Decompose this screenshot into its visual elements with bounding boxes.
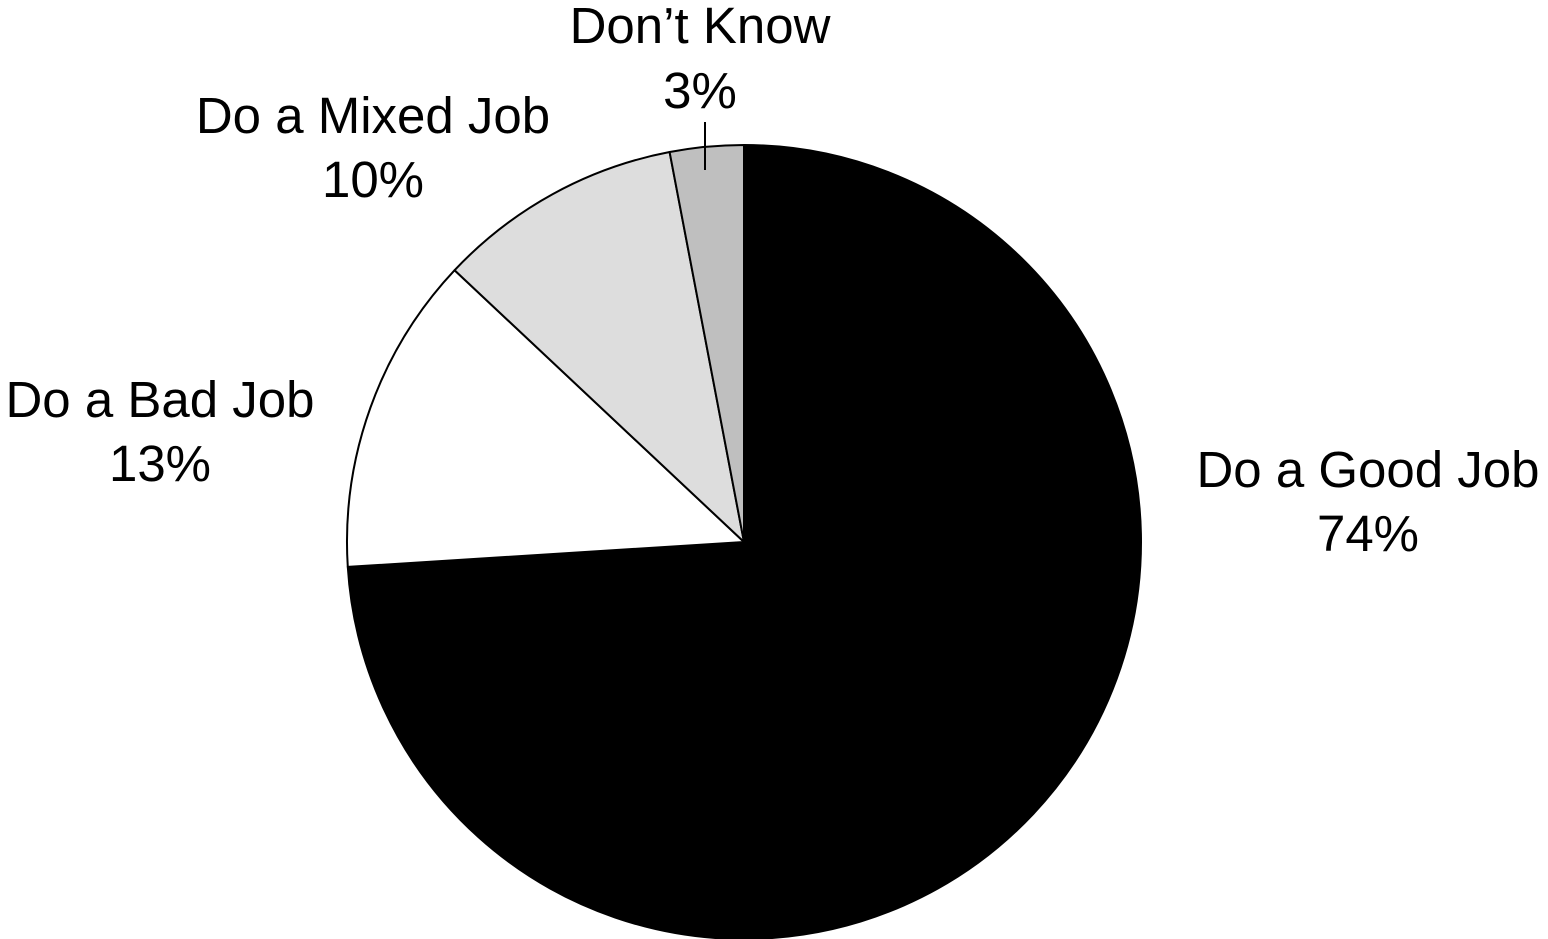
pie-slices — [346, 144, 1142, 939]
slice-value-mixed-job: 10% — [322, 151, 424, 208]
slice-label-mixed-job: Do a Mixed Job — [196, 87, 550, 144]
label-good-job: Do a Good Job 74% — [1196, 441, 1539, 562]
slice-label-dont-know: Don’t Know — [570, 0, 831, 54]
label-dont-know: Don’t Know 3% — [570, 0, 831, 119]
slice-label-bad-job: Do a Bad Job — [5, 371, 314, 428]
slice-value-bad-job: 13% — [109, 435, 211, 492]
slice-value-dont-know: 3% — [663, 62, 737, 119]
slice-label-good-job: Do a Good Job — [1196, 441, 1539, 498]
pie-slice-do-a-mixed-job — [453, 151, 745, 543]
pie-slice-don-t-know — [668, 144, 745, 543]
slice-value-good-job: 74% — [1317, 505, 1419, 562]
label-bad-job: Do a Bad Job 13% — [5, 371, 314, 492]
pie-slice-do-a-bad-job — [346, 269, 745, 568]
label-mixed-job: Do a Mixed Job 10% — [196, 87, 550, 208]
